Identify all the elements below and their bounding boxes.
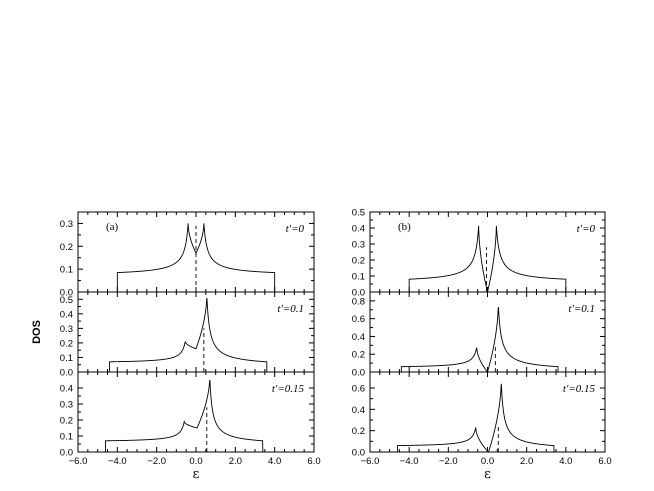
y-tick-label: 0.2 bbox=[60, 242, 73, 253]
y-tick-label: 0.4 bbox=[60, 384, 73, 395]
y-tick-label: 0.0 bbox=[352, 448, 365, 459]
x-tick-label: 4.0 bbox=[559, 456, 572, 467]
y-tick-label: 0.5 bbox=[352, 208, 365, 219]
y-tick-label: 0.6 bbox=[352, 384, 365, 395]
y-tick-label: 0.1 bbox=[60, 353, 73, 364]
x-tick-label: 2.0 bbox=[520, 456, 533, 467]
y-tick-label: 0.0 bbox=[352, 368, 365, 379]
x-tick-label: 6.0 bbox=[307, 456, 320, 467]
panel-label: (b) bbox=[398, 221, 411, 233]
y-tick-label: 0.0 bbox=[60, 448, 73, 459]
dos-curve bbox=[105, 379, 264, 453]
y-tick-label: 0.8 bbox=[352, 296, 365, 307]
y-tick-label: 0.3 bbox=[60, 324, 73, 335]
panel-label: (a) bbox=[106, 221, 119, 233]
y-tick-label: 0.4 bbox=[352, 224, 365, 235]
y-tick-label: 0.3 bbox=[352, 240, 365, 251]
tprime-label: t'=0 bbox=[286, 223, 305, 235]
y-tick-label: 0.5 bbox=[60, 295, 73, 306]
y-tick-label: 0.0 bbox=[60, 288, 73, 299]
tprime-label: t'=0 bbox=[577, 223, 596, 235]
y-axis-label: DOS bbox=[31, 320, 43, 344]
tprime-label: t'=0.1 bbox=[568, 303, 595, 315]
x-tick-label: −2.0 bbox=[439, 456, 458, 467]
x-tick-label: −4.0 bbox=[108, 456, 127, 467]
x-tick-label: 6.0 bbox=[598, 456, 611, 467]
x-tick-label: 0.0 bbox=[481, 456, 494, 467]
x-tick-label: 4.0 bbox=[268, 456, 281, 467]
y-tick-label: 0.3 bbox=[60, 219, 73, 230]
tprime-label: t'=0.15 bbox=[563, 383, 596, 395]
y-tick-label: 0.2 bbox=[352, 350, 365, 361]
y-tick-label: 0.1 bbox=[60, 265, 73, 276]
x-axis-label: ε bbox=[484, 467, 491, 482]
y-tick-label: 0.2 bbox=[352, 426, 365, 437]
y-tick-label: 0.1 bbox=[352, 272, 365, 283]
y-tick-label: 0.3 bbox=[60, 400, 73, 411]
y-tick-label: 0.0 bbox=[60, 368, 73, 379]
y-tick-label: 0.4 bbox=[352, 332, 365, 343]
y-tick-label: 0.2 bbox=[60, 416, 73, 427]
x-tick-label: 2.0 bbox=[229, 456, 242, 467]
x-axis-label: ε bbox=[193, 467, 200, 482]
x-tick-label: −2.0 bbox=[147, 456, 166, 467]
dos-curve bbox=[400, 307, 559, 373]
tprime-label: t'=0.1 bbox=[277, 303, 304, 315]
x-tick-label: −4.0 bbox=[400, 456, 419, 467]
x-tick-label: 0.0 bbox=[189, 456, 202, 467]
y-tick-label: 0.2 bbox=[352, 256, 365, 267]
y-tick-label: 0.6 bbox=[352, 314, 365, 325]
dos-curve bbox=[408, 225, 567, 293]
y-tick-label: 0.0 bbox=[352, 288, 365, 299]
dos-curve bbox=[109, 298, 268, 372]
dos-curve bbox=[396, 383, 555, 453]
y-tick-label: 0.4 bbox=[60, 309, 73, 320]
y-tick-label: 0.1 bbox=[60, 432, 73, 443]
tprime-label: t'=0.15 bbox=[272, 383, 305, 395]
x-tick-label: −6.0 bbox=[69, 456, 88, 467]
x-tick-label: −6.0 bbox=[361, 456, 380, 467]
y-tick-label: 0.4 bbox=[352, 405, 365, 416]
y-tick-label: 0.2 bbox=[60, 338, 73, 349]
